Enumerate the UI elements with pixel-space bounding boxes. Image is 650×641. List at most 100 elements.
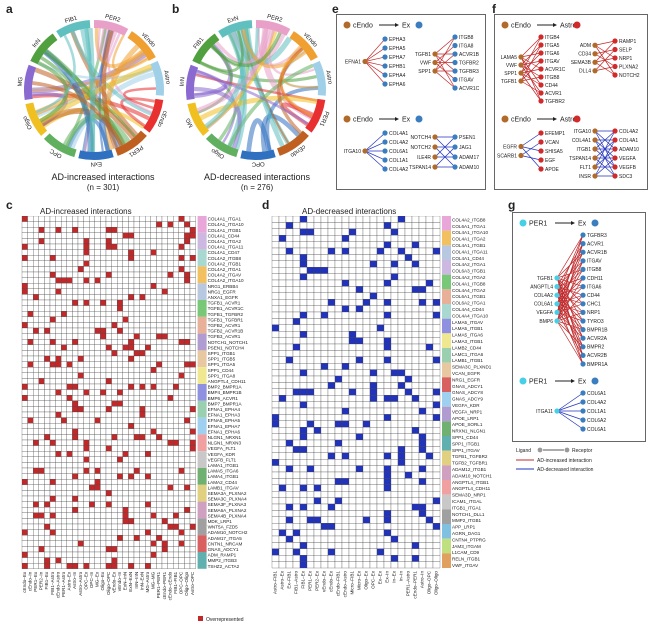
chord-label: ExN [90,160,102,166]
heatmap-cell [21,512,28,519]
heatmap-cell [341,439,350,447]
heatmap-cell [145,467,151,474]
heatmap-cell [390,311,399,319]
heatmap-cell [418,459,427,466]
heatmap-cell [111,260,118,267]
heatmap-cell [89,479,95,485]
heatmap-cell [61,462,67,469]
receptor-node-label: ACVR1B [459,52,480,58]
heatmap-cell [100,411,107,418]
heatmap-cell [425,375,434,383]
heatmap-cell [117,529,123,536]
heatmap-cell [150,423,157,429]
heatmap-cell [418,350,427,357]
heatmap-cell [271,516,280,524]
heatmap-cell [341,471,350,479]
heatmap-cell [362,241,371,249]
heatmap-cell [313,471,322,479]
ligand-node [554,275,560,281]
heatmap-cell [362,292,371,300]
ligand-node [554,284,560,290]
heatmap-cell-on [299,484,308,492]
heatmap-cell [117,490,123,497]
heatmap-cell-on [21,479,28,485]
heatmap-cell [327,433,336,441]
heatmap-cell [184,266,191,273]
heatmap-cell [320,503,329,511]
heatmap-cell [27,294,34,301]
heatmap-cell [348,433,357,441]
heatmap-cell [167,238,174,245]
heatmap-cell [418,555,427,562]
heatmap-cell [271,247,280,255]
heatmap-cell [27,479,34,485]
heatmap-cell [178,456,185,463]
row-label: SEMA6A_PLXNA2 [208,508,247,513]
heatmap-cell [94,507,101,513]
legend-inc-label: AD-increased interaction [537,458,592,464]
heatmap-cell [117,423,123,429]
heatmap-cell [150,495,157,502]
heatmap-cell-on [397,446,406,453]
heatmap-cell [167,316,174,323]
heatmap-cell-on [397,382,406,389]
group-bar [197,468,207,485]
heatmap-cell [145,495,151,502]
heatmap-cell [100,512,107,519]
heatmap-cell [139,288,146,295]
heatmap-cell [27,344,34,351]
heatmap-cell [404,305,413,313]
heatmap-cell [432,516,441,524]
heatmap-cell [38,490,45,497]
heatmap-cell [133,277,140,284]
group-bar [442,348,451,363]
receptor-node [580,352,586,358]
heatmap-cell [139,255,146,261]
heatmap-cell [94,350,101,357]
heatmap-cell [100,395,107,401]
heatmap-cell [390,235,399,242]
heatmap-cell [66,484,73,491]
heatmap-cell [44,479,51,485]
heatmap-cell-on [418,478,427,485]
heatmap-cell [292,286,301,293]
heatmap-cell [122,327,129,334]
heatmap-cell [27,378,34,385]
row-label: VCAN_EGFR [452,371,481,376]
heatmap-cell [167,249,174,256]
heatmap-cell [33,288,39,295]
heatmap-cell [313,439,322,447]
heatmap-cell-on [418,503,427,511]
heatmap-cell [21,350,28,357]
heatmap-cell [178,283,185,289]
heatmap-cell [83,316,90,323]
heatmap-cell-on [61,344,67,351]
heatmap-cell [334,356,343,364]
heatmap-cell [33,451,39,457]
heatmap-cell [77,417,84,424]
heatmap-cell [432,548,441,556]
heatmap-cell [383,459,392,466]
heatmap-cell [27,518,34,525]
heatmap-cell [27,473,34,480]
heatmap-cell [355,235,364,242]
heatmap-cell [44,249,51,256]
heatmap-cell [161,523,168,530]
row-label: TGFB1_ACVR1C [208,306,245,311]
heatmap-cell [128,299,135,306]
heatmap-cell [397,529,406,537]
heatmap-cell [55,372,62,379]
heatmap-cell [432,491,441,498]
heatmap-cell [122,462,129,469]
heatmap-cell [271,503,280,511]
heatmap-cell [355,260,364,268]
column-label: MG–MG [151,571,156,589]
heatmap-cell [77,333,84,340]
heatmap-cell [278,241,287,249]
receptor-node-label: RAMP1 [619,39,636,45]
heatmap-cell [33,299,39,306]
heatmap-cell [306,260,315,268]
heatmap-cell [411,523,420,530]
heatmap-cell [117,417,123,424]
heatmap-cell [72,305,79,312]
